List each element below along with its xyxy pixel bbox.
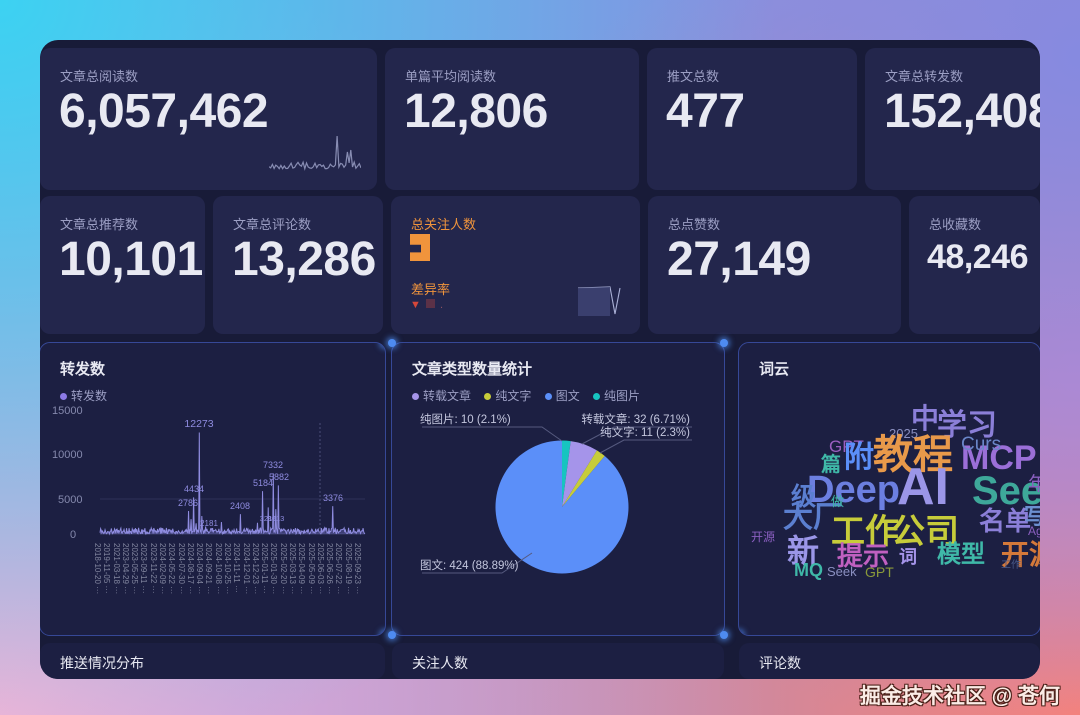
svg-text:2181: 2181 bbox=[200, 519, 218, 528]
svg-text:0: 0 bbox=[70, 529, 76, 541]
svg-text:5000: 5000 bbox=[58, 494, 82, 506]
svg-text:2408: 2408 bbox=[230, 501, 250, 511]
svg-text:12273: 12273 bbox=[184, 418, 213, 430]
svg-text:3217: 3217 bbox=[260, 514, 277, 523]
svg-text:3376: 3376 bbox=[323, 493, 343, 503]
svg-text:5882: 5882 bbox=[269, 472, 289, 482]
svg-text:7332: 7332 bbox=[263, 460, 283, 470]
svg-text:10000: 10000 bbox=[52, 449, 83, 461]
svg-text:纯图片: 10 (2.1%): 纯图片: 10 (2.1%) bbox=[420, 413, 511, 426]
svg-text:转载文章: 32 (6.71%): 转载文章: 32 (6.71%) bbox=[581, 412, 690, 426]
svg-text:纯文字: 11 (2.3%): 纯文字: 11 (2.3%) bbox=[600, 425, 690, 439]
svg-text:2786: 2786 bbox=[178, 498, 198, 508]
svg-text:4434: 4434 bbox=[184, 484, 204, 494]
svg-text:15000: 15000 bbox=[52, 405, 83, 417]
svg-text:图文: 424 (88.89%): 图文: 424 (88.89%) bbox=[420, 558, 519, 572]
